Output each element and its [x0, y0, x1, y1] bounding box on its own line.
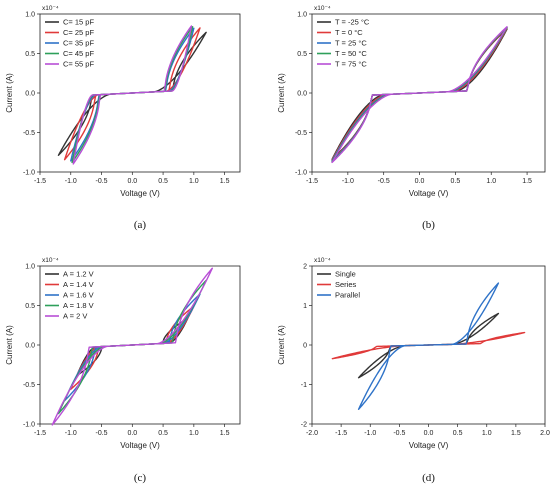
x-tick-label: 0.5 — [451, 178, 461, 185]
y-tick-label: -0.5 — [295, 130, 307, 137]
legend-entry: C= 15 pF — [63, 18, 94, 27]
y-tick-label: -1.0 — [23, 170, 35, 177]
x-tick-label: 1.5 — [220, 178, 230, 185]
x-tick-label: -0.5 — [96, 178, 108, 185]
x-tick-label: 1.0 — [482, 430, 492, 437]
y-tick-label: 0 — [303, 343, 307, 350]
y-tick-label: 0.0 — [297, 91, 307, 98]
legend-entry: C= 55 pF — [63, 60, 94, 69]
x-tick-label: -1.5 — [306, 178, 318, 185]
y-tick-label: 2 — [303, 264, 307, 271]
x-tick-label: -1.0 — [65, 430, 77, 437]
x-tick-label: -0.5 — [378, 178, 390, 185]
chart-panel-3: -1.5 -1.0 -0.5 0.0 0.5 1.0 1.5-1.0-0.50.00.51.… — [5, 257, 241, 484]
series-line-5 — [51, 267, 214, 426]
panel-caption: (b) — [422, 219, 435, 231]
chart-panel-2: -1.5 -1.0 -0.5 0.0 0.5 1.0 1.5-1.0-0.50.00.51.… — [277, 5, 546, 231]
x-tick-label: 0.5 — [158, 430, 168, 437]
x-tick-label: 2.0 — [540, 430, 550, 437]
panel-caption: (a) — [134, 219, 147, 231]
legend-entry: A = 1.2 V — [63, 270, 94, 279]
x-tick-label: 0.5 — [453, 430, 463, 437]
x-tick-label: -1.5 — [34, 430, 46, 437]
panel-caption: (c) — [134, 472, 147, 484]
legend-entry: Single — [335, 270, 356, 279]
y-tick-label: 0.5 — [25, 51, 35, 58]
y-axis-label: Current (A) — [277, 325, 286, 365]
series-line-5 — [72, 25, 193, 165]
legend-entry: T = 50 °C — [335, 49, 367, 58]
y-tick-label: -2 — [301, 422, 307, 429]
y-tick-label: 0.0 — [25, 343, 35, 350]
series-line-3 — [357, 282, 500, 411]
y-exponent-label: x10⁻⁴ — [314, 257, 331, 264]
x-tick-label: -2.0 — [306, 430, 318, 437]
x-tick-label: -1.0 — [364, 430, 376, 437]
y-axis-label: Current (A) — [5, 73, 14, 113]
y-tick-label: -1 — [301, 382, 307, 389]
legend-entry: C= 45 pF — [63, 49, 94, 58]
x-tick-label: 1.5 — [522, 178, 532, 185]
x-tick-label: -1.0 — [342, 178, 354, 185]
y-exponent-label: x10⁻⁴ — [42, 257, 59, 264]
x-axis-label: Voltage (V) — [409, 189, 449, 198]
y-tick-label: 1.0 — [297, 12, 307, 19]
legend-entry: Series — [335, 280, 357, 289]
panel-caption: (d) — [422, 472, 435, 484]
y-tick-label: -0.5 — [23, 130, 35, 137]
x-tick-label: -0.5 — [393, 430, 405, 437]
y-exponent-label: x10⁻⁴ — [314, 5, 331, 12]
legend-entry: Parallel — [335, 291, 360, 300]
series-line-2 — [331, 27, 508, 161]
x-tick-label: -1.5 — [34, 178, 46, 185]
y-axis-label: Current (A) — [277, 73, 286, 113]
x-tick-label: -1.5 — [335, 430, 347, 437]
x-tick-label: 0.0 — [424, 430, 434, 437]
y-tick-label: 0.5 — [297, 51, 307, 58]
x-tick-label: 0.0 — [127, 178, 137, 185]
legend-entry: A = 2 V — [63, 312, 87, 321]
legend-entry: T = -25 °C — [335, 18, 370, 27]
y-tick-label: 1 — [303, 303, 307, 310]
y-tick-label: -1.0 — [295, 170, 307, 177]
x-tick-label: 0.0 — [127, 430, 137, 437]
y-tick-label: 1.0 — [25, 12, 35, 19]
chart-panel-4: -2.0 -1.5 -1.0 -0.5 0.0 0.5 1.0 1.5 2.0 -2 -1 0 1 2 x1… — [277, 257, 550, 484]
series-line-4 — [331, 26, 508, 163]
legend-entry: T = 75 °C — [335, 60, 367, 69]
y-tick-label: 0.5 — [25, 303, 35, 310]
x-tick-label: 1.0 — [486, 178, 496, 185]
x-tick-label: 1.0 — [189, 178, 199, 185]
x-tick-label: 1.0 — [189, 430, 199, 437]
y-exponent-label: x10⁻⁴ — [42, 5, 59, 12]
legend-entry: A = 1.8 V — [63, 301, 94, 310]
x-tick-label: -1.0 — [65, 178, 77, 185]
x-tick-label: 0.0 — [415, 178, 425, 185]
y-tick-label: 0.0 — [25, 91, 35, 98]
legend-entry: C= 25 pF — [63, 28, 94, 37]
x-tick-label: -0.5 — [96, 430, 108, 437]
legend-entry: C= 35 pF — [63, 39, 94, 48]
series-line-5 — [331, 26, 508, 164]
y-tick-label: 1.0 — [25, 264, 35, 271]
legend-entry: T = 0 °C — [335, 28, 363, 37]
legend-entry: T = 25 °C — [335, 39, 367, 48]
legend-entry: A = 1.6 V — [63, 291, 94, 300]
x-tick-label: 1.5 — [511, 430, 521, 437]
legend-entry: A = 1.4 V — [63, 280, 94, 289]
x-tick-label: 0.5 — [158, 178, 168, 185]
y-tick-label: -0.5 — [23, 382, 35, 389]
x-tick-label: 1.5 — [220, 430, 230, 437]
x-axis-label: Voltage (V) — [120, 189, 160, 198]
y-axis-label: Current (A) — [5, 325, 14, 365]
x-axis-label: Voltage (V) — [120, 441, 160, 450]
y-tick-label: -1.0 — [23, 422, 35, 429]
chart-panel-1: -1.5 -1.0 -0.5 0.0 0.5 1.0 1.5-1.0-0.50.00.51.… — [5, 5, 241, 231]
x-axis-label: Voltage (V) — [409, 441, 449, 450]
